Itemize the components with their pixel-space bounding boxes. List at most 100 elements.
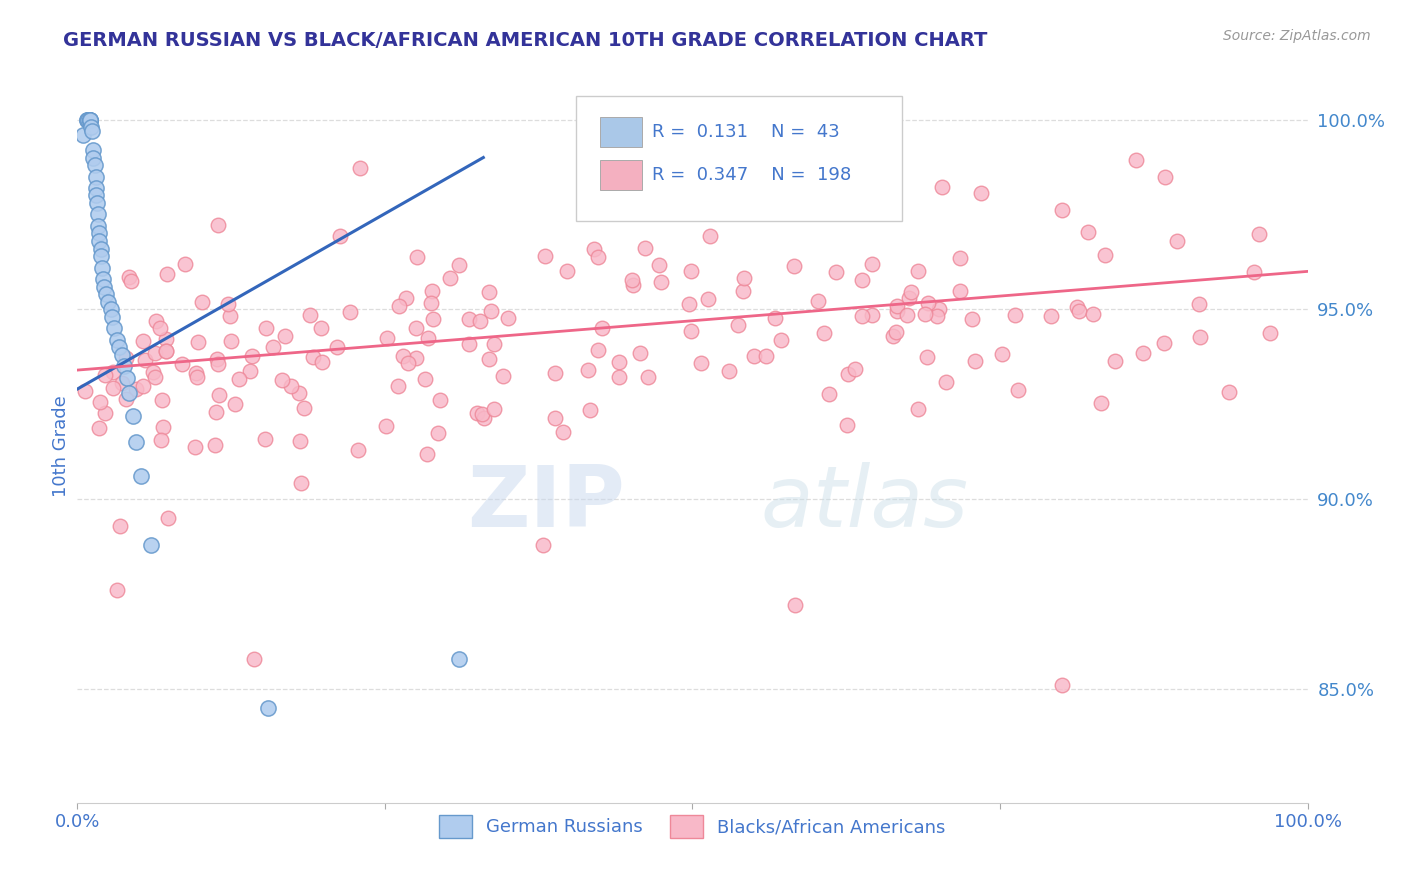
Point [783, 599, 806, 613]
Point [416, 331, 439, 345]
Point [534, 249, 557, 263]
Text: R =  0.347    N =  198: R = 0.347 N = 198 [652, 166, 851, 184]
Point [90, 260, 114, 275]
Point [114, 351, 136, 365]
Point [472, 410, 495, 425]
Point [648, 258, 671, 272]
Point [928, 301, 950, 316]
Point [962, 312, 984, 326]
Point [280, 379, 302, 393]
Point [118, 385, 141, 400]
Point [191, 295, 214, 310]
Point [422, 312, 444, 326]
Point [886, 303, 908, 318]
Point [1247, 227, 1270, 242]
Point [207, 218, 229, 232]
Point [77, 112, 100, 127]
Point [302, 350, 325, 364]
Point [187, 334, 209, 349]
Point [860, 257, 883, 271]
Point [339, 305, 361, 319]
Point [288, 434, 311, 449]
Point [221, 334, 243, 348]
Point [478, 285, 501, 299]
Point [731, 285, 754, 299]
Point [89, 227, 111, 241]
Point [582, 242, 605, 256]
Point [678, 297, 700, 311]
Point [91, 272, 114, 286]
Text: GERMAN RUSSIAN VS BLACK/AFRICAN AMERICAN 10TH GRADE CORRELATION CHART: GERMAN RUSSIAN VS BLACK/AFRICAN AMERICAN… [63, 31, 987, 50]
Point [628, 346, 651, 360]
Point [129, 469, 153, 483]
Point [125, 382, 148, 396]
Point [586, 343, 609, 357]
Point [118, 269, 141, 284]
Point [155, 343, 177, 358]
Point [650, 275, 672, 289]
Point [991, 347, 1014, 361]
Point [637, 203, 659, 218]
Point [149, 321, 172, 335]
Point [186, 370, 208, 384]
Point [813, 326, 835, 340]
Point [155, 343, 177, 358]
Point [763, 310, 786, 325]
Point [86, 196, 108, 211]
Point [607, 370, 630, 384]
Point [835, 418, 858, 433]
Point [896, 308, 918, 322]
Point [391, 349, 413, 363]
Point [900, 285, 922, 300]
Point [637, 370, 659, 384]
Point [1083, 307, 1105, 321]
Point [634, 241, 657, 255]
Point [484, 337, 506, 351]
Point [807, 293, 830, 308]
Point [93, 279, 115, 293]
FancyBboxPatch shape [575, 96, 901, 221]
Point [204, 438, 226, 452]
Point [886, 325, 908, 339]
Point [253, 432, 276, 446]
Point [478, 351, 501, 366]
Point [79, 112, 101, 127]
Point [79, 112, 101, 127]
Point [439, 270, 461, 285]
Point [1004, 308, 1026, 322]
Point [482, 401, 505, 416]
Point [112, 359, 135, 374]
Point [346, 443, 368, 458]
FancyBboxPatch shape [600, 117, 643, 147]
Point [76, 112, 98, 127]
Point [94, 406, 117, 420]
Point [970, 186, 993, 201]
Point [89, 394, 111, 409]
Point [413, 372, 436, 386]
Point [207, 352, 229, 367]
Point [217, 296, 239, 310]
Point [544, 366, 567, 380]
Point [420, 296, 443, 310]
Point [965, 354, 987, 368]
Point [551, 425, 574, 439]
Point [907, 402, 929, 417]
Point [132, 379, 155, 393]
Point [699, 228, 721, 243]
Point [101, 310, 124, 324]
Point [82, 143, 104, 157]
Point [121, 409, 143, 423]
Point [935, 375, 957, 389]
Point [387, 378, 409, 392]
Point [377, 331, 399, 345]
Point [697, 292, 720, 306]
Point [579, 402, 602, 417]
Point [174, 256, 197, 270]
Point [851, 309, 873, 323]
Point [742, 349, 765, 363]
Point [621, 277, 644, 292]
Point [143, 370, 166, 384]
Point [155, 331, 177, 345]
Point [228, 372, 250, 386]
Point [837, 367, 859, 381]
